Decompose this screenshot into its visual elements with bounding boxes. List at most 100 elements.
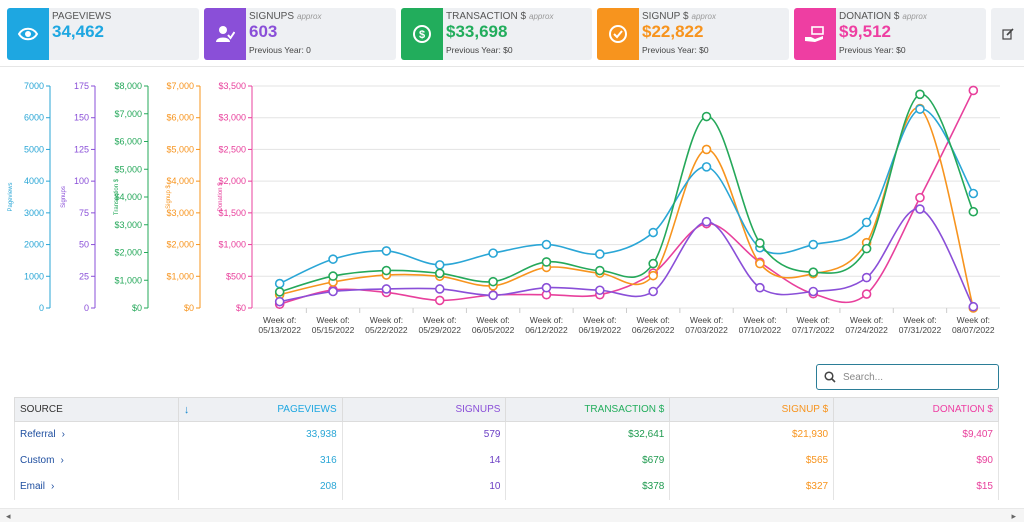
data-point[interactable]	[861, 289, 872, 299]
data-point[interactable]	[434, 268, 445, 279]
axis-tick-label: $4,000	[114, 192, 142, 202]
source-column-header[interactable]: SOURCE	[14, 397, 179, 422]
pageviews-card[interactable]: PAGEVIEWS 34,462	[7, 8, 199, 60]
pageviews-column-header[interactable]: PAGEVIEWS	[277, 403, 337, 415]
data-point[interactable]	[328, 271, 338, 281]
data-point[interactable]	[861, 272, 872, 283]
data-point[interactable]	[434, 295, 445, 306]
data-point[interactable]	[328, 254, 338, 264]
data-point[interactable]	[434, 284, 445, 294]
x-tick-label-date: 07/17/2022	[792, 325, 835, 335]
chevron-right-icon: ›	[60, 455, 64, 466]
data-point[interactable]	[541, 239, 552, 250]
transaction-card-value: $33,698	[446, 22, 508, 41]
data-point[interactable]	[488, 248, 498, 258]
data-point[interactable]	[488, 276, 498, 287]
signups-card-previous: Previous Year: 0	[249, 45, 311, 55]
sources-table: SOURCE ↓ PAGEVIEWS SIGNUPS TRANSACTION $ …	[14, 397, 999, 500]
axis-tick-label: $1,000	[218, 240, 246, 250]
donation-card[interactable]: DONATION $ approx $9,512 Previous Year: $…	[794, 8, 986, 60]
source-link[interactable]: Custom ›	[14, 447, 179, 474]
donation-card-value: $9,512	[839, 22, 891, 41]
x-tick-label-date: 06/05/2022	[472, 325, 515, 335]
source-link[interactable]: Referral ›	[14, 421, 179, 448]
source-link[interactable]: Email ›	[14, 473, 179, 500]
table-row[interactable]: Email › 208 10 $378 $327 $15	[14, 473, 999, 500]
data-point[interactable]	[274, 278, 285, 289]
data-point[interactable]	[595, 265, 605, 276]
data-point[interactable]	[701, 144, 712, 155]
data-point[interactable]	[328, 286, 338, 297]
data-point[interactable]	[648, 286, 658, 297]
scroll-left-icon[interactable]: ◂	[6, 511, 11, 521]
data-point[interactable]	[274, 287, 285, 297]
scroll-right-icon[interactable]: ▸	[1011, 511, 1016, 521]
chevron-right-icon: ›	[61, 429, 65, 441]
data-point[interactable]	[701, 162, 712, 172]
data-point[interactable]	[915, 89, 925, 100]
data-point[interactable]	[648, 258, 658, 269]
data-point[interactable]	[381, 246, 392, 256]
transaction-column-header[interactable]: TRANSACTION $	[505, 397, 671, 422]
transaction-axis: $8,000 $7,000 $6,000 $5,000 $4,000 $3,000 $2,0…	[114, 81, 149, 313]
data-point[interactable]	[648, 227, 658, 238]
data-point[interactable]	[755, 258, 765, 269]
data-point[interactable]	[274, 296, 285, 307]
data-point[interactable]	[701, 216, 712, 227]
data-point[interactable]	[595, 285, 605, 296]
divider	[0, 66, 1024, 67]
data-point[interactable]	[968, 206, 979, 217]
data-point[interactable]	[755, 238, 765, 248]
data-point[interactable]	[915, 204, 925, 214]
edit-button[interactable]	[991, 8, 1024, 60]
axis-tick-label: 175	[74, 81, 89, 91]
x-tick-label: Week of:	[743, 315, 776, 325]
data-point[interactable]	[861, 243, 872, 254]
axis-tick-label: 75	[79, 208, 89, 218]
data-point[interactable]	[541, 282, 552, 293]
data-point[interactable]	[915, 104, 925, 114]
pageviews-series	[274, 104, 979, 289]
signups-column-header[interactable]: SIGNUPS	[341, 397, 507, 422]
data-point[interactable]	[968, 85, 979, 96]
data-point[interactable]	[968, 188, 979, 199]
transaction-cell: $32,641	[505, 421, 671, 448]
axis-tick-label: 0	[39, 303, 44, 313]
x-tick-label: Week of:	[530, 315, 563, 325]
data-point[interactable]	[648, 270, 658, 281]
table-row[interactable]: Custom › 316 14 $679 $565 $90	[14, 447, 999, 474]
metrics-line-chart: 70006000500040003000200010000Pageviews17…	[8, 81, 1000, 335]
data-point[interactable]	[701, 111, 712, 122]
sort-indicator-pageviews[interactable]: ↓ PAGEVIEWS	[177, 397, 343, 422]
transaction-card[interactable]: $ TRANSACTION $ approx $33,698 Previous Y…	[401, 8, 592, 60]
table-row[interactable]: Referral › 33,938 579 $32,641 $21,930 $9,407	[14, 421, 999, 448]
axis-tick-label: $3,000	[114, 220, 142, 230]
transaction-cell: $378	[505, 473, 671, 500]
search-box[interactable]	[816, 364, 999, 390]
data-point[interactable]	[595, 249, 605, 259]
search-input[interactable]	[843, 368, 993, 386]
data-point[interactable]	[808, 286, 819, 297]
data-point[interactable]	[808, 239, 819, 250]
data-point[interactable]	[381, 284, 392, 294]
axis-title: Transaction $	[114, 178, 120, 215]
eye-icon	[7, 8, 49, 60]
data-point[interactable]	[381, 265, 392, 276]
data-point[interactable]	[488, 290, 498, 301]
axis-tick-label: $1,500	[218, 208, 246, 218]
data-point[interactable]	[434, 260, 445, 270]
search-icon	[824, 371, 836, 383]
signup-dollar-card[interactable]: SIGNUP $ approx $22,822 Previous Year: $0	[597, 8, 789, 60]
hand-donate-icon	[794, 8, 836, 60]
signup-dollar-column-header[interactable]: SIGNUP $	[669, 397, 835, 422]
data-point[interactable]	[968, 301, 979, 312]
data-point[interactable]	[861, 217, 872, 228]
data-point[interactable]	[915, 192, 925, 203]
signups-card[interactable]: SIGNUPS approx 603 Previous Year: 0	[204, 8, 396, 60]
data-point[interactable]	[808, 267, 819, 278]
horizontal-scrollbar[interactable]: ◂ ▸	[0, 508, 1024, 522]
donation-column-header[interactable]: DONATION $	[833, 397, 999, 422]
data-point[interactable]	[755, 282, 765, 293]
data-point[interactable]	[541, 257, 552, 267]
axis-tick-label: $0	[132, 303, 142, 313]
